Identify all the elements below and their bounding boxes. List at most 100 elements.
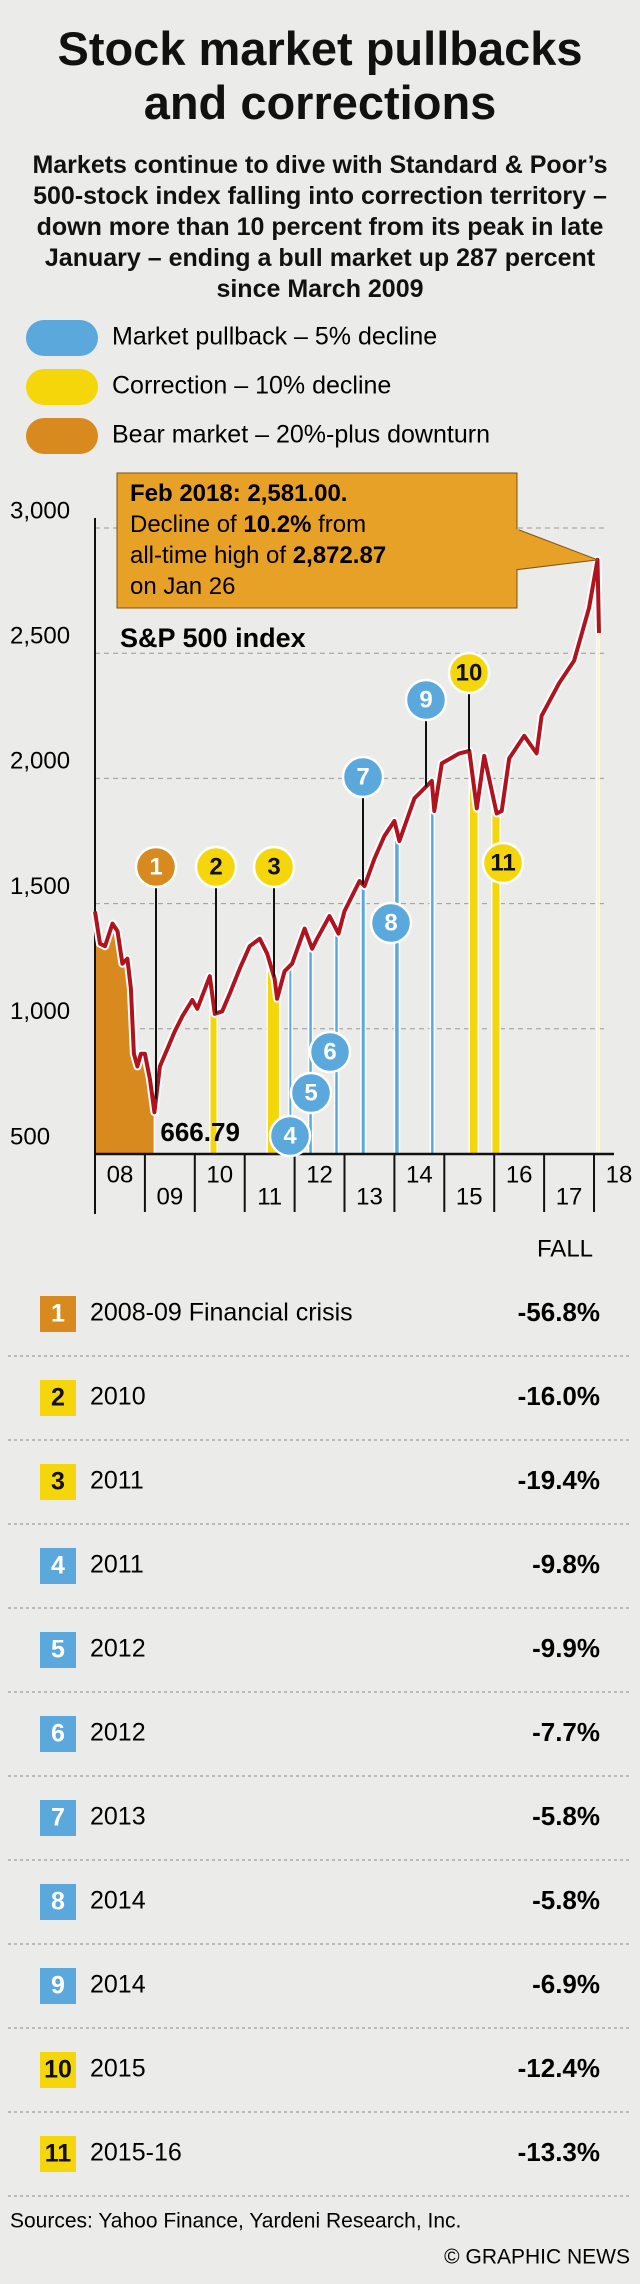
callout-line: on Jan 26 [130,573,235,600]
legend-label: Bear market – 20%-plus downturn [112,421,490,449]
x-tick-label: 16 [506,1161,533,1188]
row-fall: -56.8% [518,1297,600,1327]
row-number: 2 [51,1384,65,1412]
row-fall: -5.8% [532,1885,600,1915]
x-tick-label: 14 [406,1161,433,1188]
event-number: 5 [304,1079,317,1106]
row-badge [40,1632,76,1668]
callout-text: from [311,511,366,538]
row-badge [40,1296,76,1332]
event-number: 7 [356,763,369,790]
event-number: 6 [323,1038,336,1065]
credit: © GRAPHIC NEWS [444,2246,630,2269]
event-marker [268,1114,312,1158]
line [93,557,601,1115]
row-fall: -9.9% [532,1633,600,1663]
legend-label: Market pullback – 5% decline [112,323,437,351]
x-tick-label: 15 [456,1183,483,1210]
row-label: 2014 [90,1971,146,1999]
callout-line: Decline of 10.2% from [130,511,366,538]
row-fall: -12.4% [518,2053,600,2083]
row-number: 1 [51,1300,65,1328]
event-marker [252,845,296,889]
row-number: 9 [51,1972,65,2000]
x-tick-label: 13 [356,1183,383,1210]
legend-swatch [26,418,98,454]
row-badge [40,2052,76,2088]
y-tick-label: 1,500 [10,873,70,900]
event-marker [481,841,525,885]
legend-label: Correction – 10% decline [112,372,391,400]
row-badge [40,1380,76,1416]
row-fall: -7.7% [532,1717,600,1747]
event-number: 8 [384,909,397,936]
event-bar [393,820,401,1155]
row-badge [40,1800,76,1836]
row-label: 2013 [90,1803,146,1831]
x-tick-label: 10 [206,1161,233,1188]
callout-text: Feb 2018: 2,581.00. [130,480,347,507]
row-badge [40,2136,76,2172]
y-tick-label: 2,000 [10,748,70,775]
row-badge [40,1548,76,1584]
callout-text: Decline of [130,511,243,538]
row-number: 5 [51,1636,65,1664]
event-bar [429,779,436,1155]
row-fall: -6.9% [532,1969,600,1999]
event-number: 2 [209,853,222,880]
event-bar [360,880,367,1155]
legend-swatch [26,369,98,405]
x-tick-label: 17 [556,1183,583,1210]
y-tick-label: 1,000 [10,998,70,1025]
x-tick-label: 08 [107,1161,134,1188]
row-label: 2015-16 [90,2139,182,2167]
event-marker [134,845,178,889]
row-label: 2014 [90,1887,146,1915]
event-number: 4 [283,1122,297,1149]
y-tick-label: 2,500 [10,623,70,650]
callout-line: Feb 2018: 2,581.00. [130,480,347,507]
event-marker [404,678,448,722]
row-fall: -9.8% [532,1549,600,1579]
callout-box [116,472,518,609]
callout-text: on Jan 26 [130,573,235,600]
y-tick-label: 3,000 [10,497,70,524]
event-number: 9 [419,686,432,713]
row-number: 7 [51,1804,65,1832]
row-badge [40,1716,76,1752]
legend-swatch [26,320,98,356]
callout-text: 2,872.87 [293,542,386,569]
row-label: 2008-09 Financial crisis [90,1299,353,1327]
row-fall: -13.3% [518,2137,600,2167]
row-label: 2012 [90,1719,146,1747]
event-marker [194,845,238,889]
callout-text: all-time high of [130,542,293,569]
x-tick-label: 11 [257,1183,282,1210]
series-label: S&P 500 index [120,623,306,653]
source: Sources: Yahoo Finance, Yardeni Research… [10,2210,461,2233]
event-number: 3 [267,853,280,880]
row-fall: -16.0% [518,1381,600,1411]
row-number: 8 [51,1888,65,1916]
row-label: 2011 [90,1467,144,1495]
row-fall: -19.4% [518,1465,600,1495]
callout-seam [513,529,519,569]
callout-line: all-time high of 2,872.87 [130,542,386,569]
x-tick-label: 09 [157,1183,184,1210]
row-label: 2015 [90,2055,146,2083]
x-tick-label: 12 [306,1161,333,1188]
event-number: 1 [149,853,162,880]
callout-pointer [513,527,598,571]
event-marker [369,901,413,945]
row-label: 2011 [90,1551,144,1579]
low-label: 666.79 [160,1117,240,1147]
current-bar [596,559,600,1155]
event-number: 10 [456,659,483,686]
row-label: 2010 [90,1383,146,1411]
event-marker [308,1030,352,1074]
row-label: 2012 [90,1635,146,1663]
event-number: 11 [490,849,515,876]
row-number: 4 [51,1552,65,1580]
